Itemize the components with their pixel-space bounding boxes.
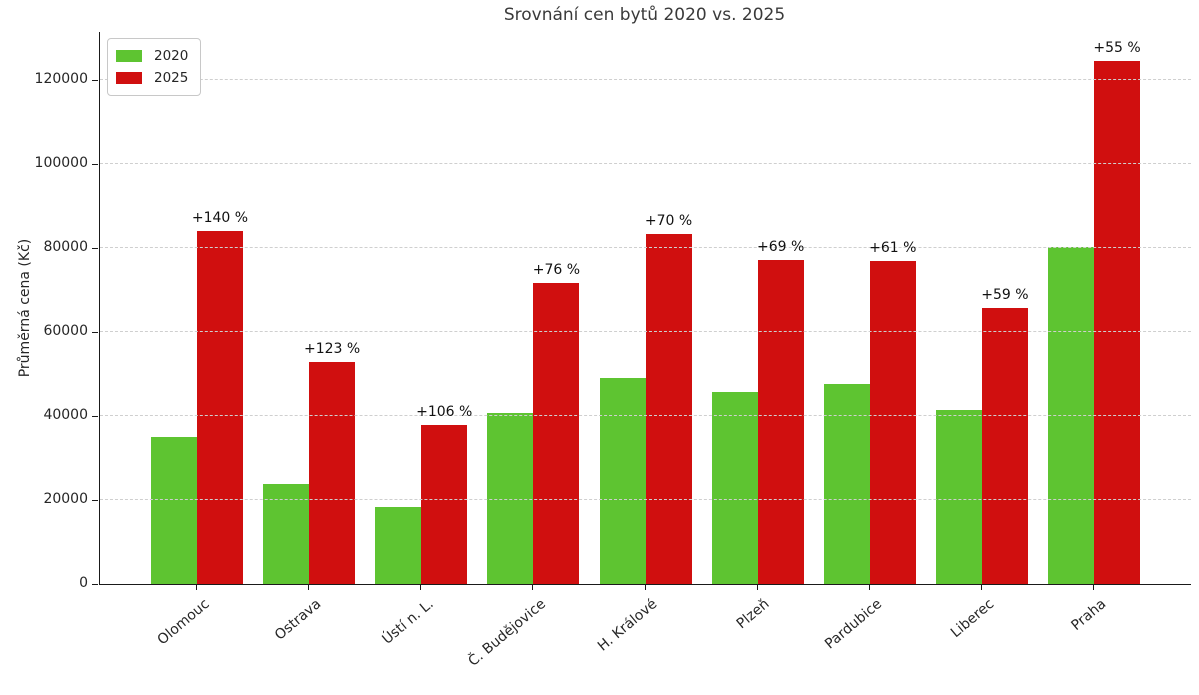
- bar-2020-liberec: [935, 410, 982, 584]
- gridline-100000: [100, 162, 1191, 164]
- gridline-120000: [100, 78, 1191, 80]
- pct-label-ostrava: +123 %: [304, 340, 361, 357]
- x-tick-mark-pardubice: [868, 585, 870, 590]
- legend-swatch-2020: [116, 50, 142, 62]
- chart-title: Srovnání cen bytů 2020 vs. 2025: [503, 5, 786, 25]
- y-tick-label-20000: 20000: [43, 490, 88, 507]
- pct-label-olomouc: +140 %: [191, 210, 249, 227]
- y-tick-label-0: 0: [79, 575, 88, 591]
- pct-label-h-kra-love: +70 %: [644, 213, 693, 230]
- x-tick-label-plzen: Plzeň: [734, 596, 773, 633]
- x-tick-mark-ostrava: [308, 585, 310, 590]
- x-tick-mark-u-sti-n-l: [420, 585, 422, 590]
- bar-2020-olomouc: [151, 437, 197, 584]
- x-tick-label-olomouc: Olomouc: [154, 596, 213, 649]
- x-tick-mark-plzen: [756, 585, 758, 590]
- y-tick-mark-0: [92, 584, 98, 585]
- bar-2020-u-sti-n-l: [375, 506, 422, 584]
- bar-2025-h-kra-love: [645, 234, 692, 584]
- x-tick-label-liberec: Liberec: [947, 596, 998, 642]
- legend: 2020 2025: [107, 38, 202, 96]
- bar-2025-olomouc: [197, 231, 243, 584]
- bar-2020-h-kra-love: [599, 378, 646, 584]
- pct-label-u-sti-n-l: +106 %: [416, 403, 473, 420]
- x-tick-mark-liberec: [980, 585, 982, 590]
- bar-2025-liberec: [981, 307, 1028, 584]
- x-tick-mark-c-bude-jovice: [532, 585, 534, 590]
- bar-2025-ostrava: [309, 361, 356, 584]
- x-tick-label-ostrava: Ostrava: [271, 596, 325, 644]
- bar-2025-c-bude-jovice: [533, 283, 580, 584]
- bar-2025-pardubice: [869, 261, 916, 584]
- pct-label-c-bude-jovice: +76 %: [532, 262, 581, 279]
- y-tick-label-80000: 80000: [43, 238, 88, 255]
- bar-2025-plzen: [757, 260, 804, 584]
- legend-item-2025: 2025: [116, 67, 188, 89]
- x-tick-mark-h-kra-love: [644, 585, 646, 590]
- legend-label-2025: 2025: [154, 70, 189, 86]
- y-tick-mark-80000: [92, 247, 98, 249]
- bar-2025-u-sti-n-l: [421, 424, 468, 584]
- x-tick-label-c-bude-jovice: Č. Budějovice: [465, 596, 549, 670]
- plot-area: +140 % +123 % +106 % +76 % +70 % +69 % +61 % +5…: [99, 32, 1191, 585]
- y-tick-mark-20000: [92, 499, 98, 501]
- y-tick-mark-100000: [92, 163, 98, 165]
- x-tick-mark-olomouc: [196, 585, 197, 590]
- legend-swatch-2025: [116, 72, 142, 84]
- x-tick-label-praha: Praha: [1068, 596, 1110, 634]
- pct-label-plzen: +69 %: [756, 239, 805, 256]
- y-tick-label-60000: 60000: [43, 322, 88, 339]
- x-tick-label-h-kra-love: H. Králové: [595, 596, 661, 655]
- bar-2020-ostrava: [263, 484, 310, 584]
- x-tick-label-pardubice: Pardubice: [822, 596, 886, 653]
- bar-2025-praha: [1094, 61, 1140, 584]
- pct-label-pardubice: +61 %: [869, 240, 917, 257]
- y-tick-mark-60000: [92, 331, 98, 333]
- bar-2020-plzen: [711, 392, 758, 584]
- y-tick-label-100000: 100000: [34, 154, 88, 171]
- pct-label-liberec: +59 %: [981, 286, 1029, 303]
- bar-2020-pardubice: [823, 383, 870, 584]
- y-tick-mark-40000: [92, 415, 98, 417]
- legend-item-2020: 2020: [116, 45, 188, 67]
- legend-label-2020: 2020: [154, 48, 189, 64]
- y-tick-label-120000: 120000: [34, 70, 88, 87]
- x-tick-mark-praha: [1093, 585, 1094, 590]
- y-tick-mark-120000: [92, 79, 98, 81]
- pct-label-praha: +55 %: [1093, 40, 1141, 56]
- x-tick-label-u-sti-n-l: Ústí n. L.: [379, 596, 437, 648]
- bar-2020-c-bude-jovice: [487, 413, 534, 584]
- y-tick-label-40000: 40000: [43, 406, 88, 423]
